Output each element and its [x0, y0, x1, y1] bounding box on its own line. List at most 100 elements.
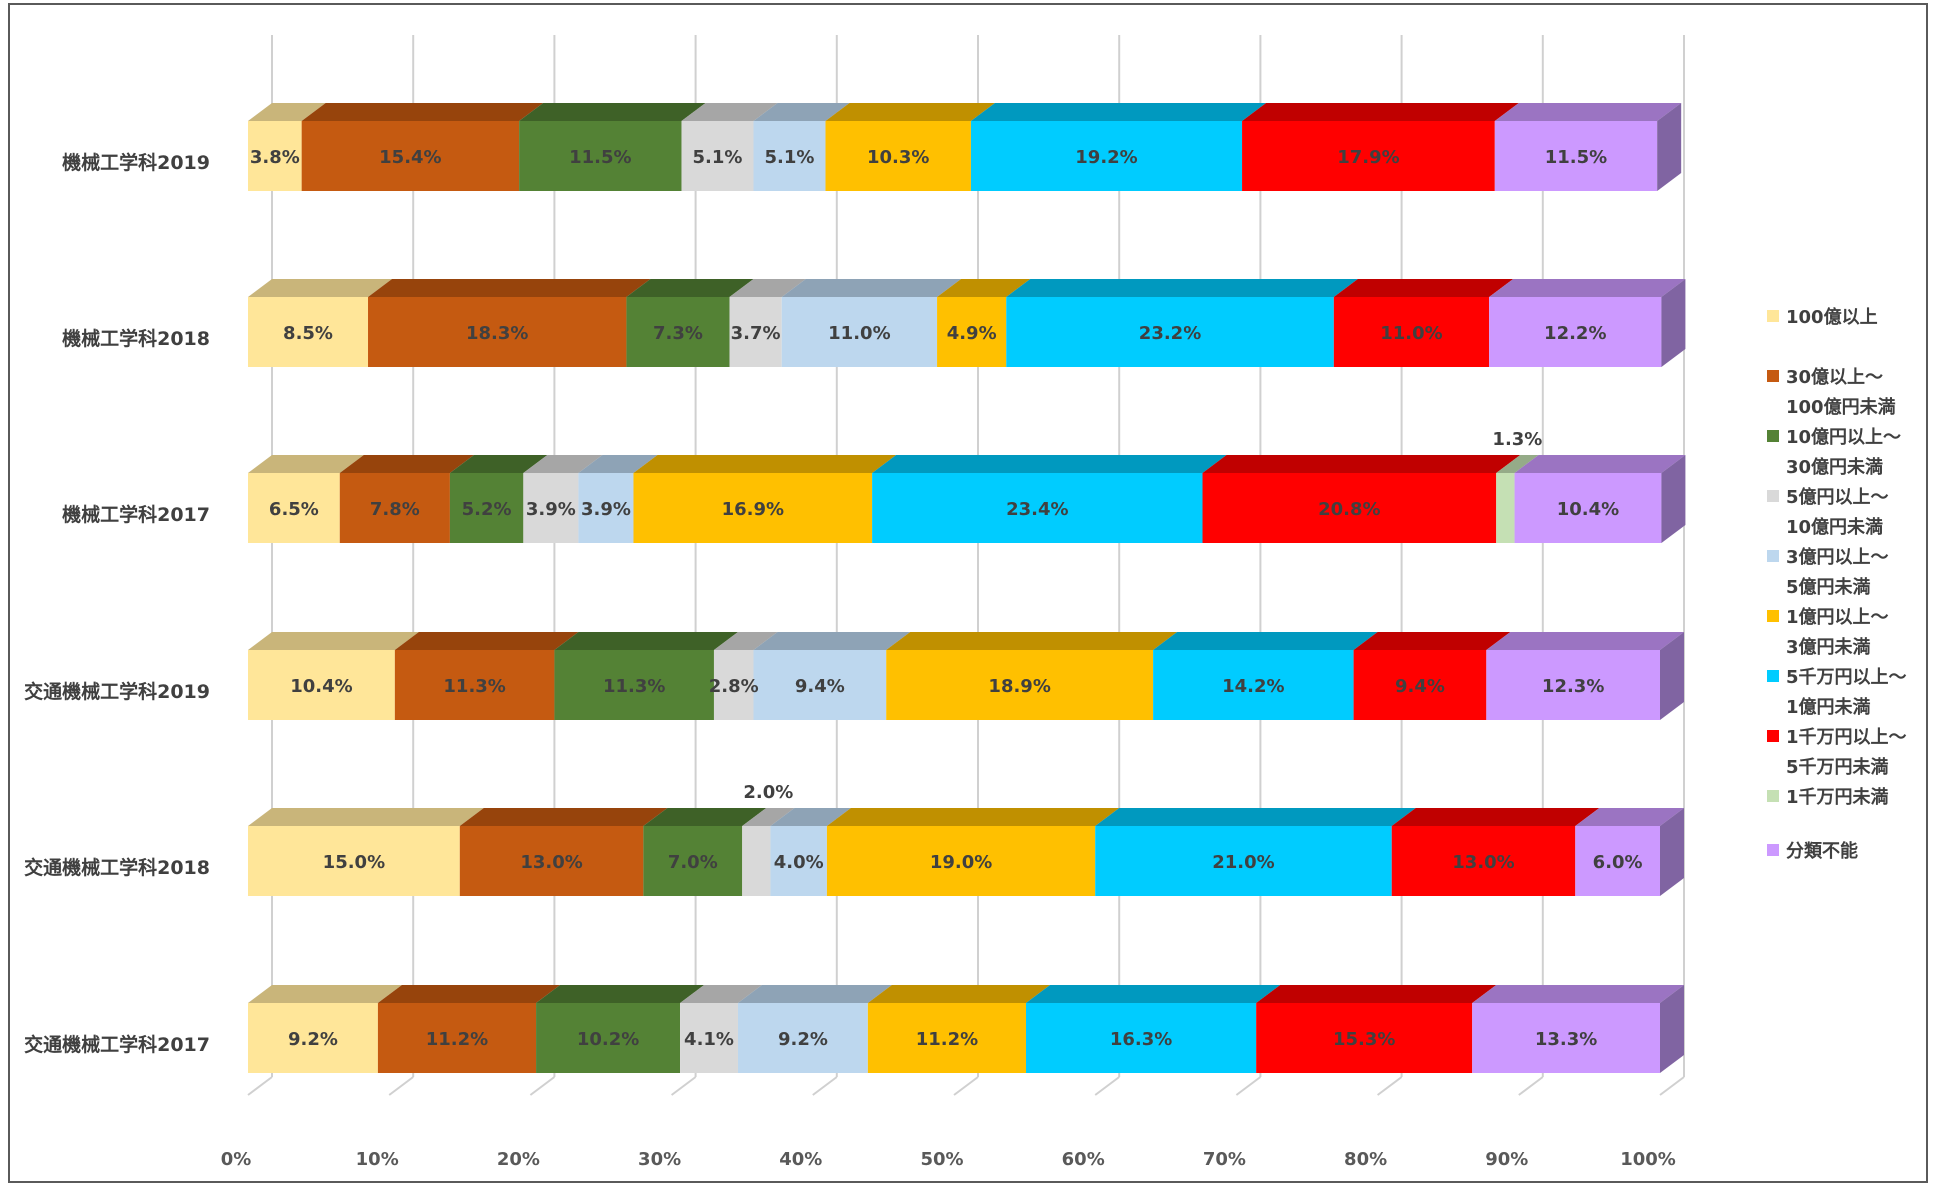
data-label: 10.2%: [577, 1029, 639, 1050]
data-label: 9.2%: [288, 1029, 338, 1050]
data-label: 3.9%: [526, 499, 576, 520]
bar-segment: [825, 121, 971, 191]
bar-segment-top: [459, 808, 668, 826]
floor-line: [670, 1076, 697, 1096]
bar-segment: [770, 826, 827, 896]
bar-segment-top: [713, 632, 778, 650]
bar-segment-top: [368, 279, 651, 297]
bar-segment: [248, 650, 395, 720]
bars-layer: [248, 103, 1686, 1073]
bar-segment: [1256, 1003, 1473, 1073]
bar-segment: [643, 826, 743, 896]
x-tick-label: 70%: [1203, 1149, 1246, 1170]
data-label: 19.0%: [930, 852, 992, 873]
grid-layer: [247, 35, 1685, 1096]
bar-segment-top: [729, 279, 806, 297]
bar-segment: [248, 297, 369, 367]
bar-segment-top: [643, 808, 767, 826]
x-tick-label: 20%: [497, 1149, 540, 1170]
bar-segment: [737, 1003, 868, 1073]
category-label: 交通機械工学科2018: [24, 856, 210, 879]
stacked-bar-chart: 3.8% 15.4% 11.5% 5.1% 5.1% 10.3% 19.2% 17.9% 11.…: [24, 35, 1907, 1170]
bar-segment-top: [1496, 455, 1539, 473]
data-label: 2.0%: [743, 782, 793, 803]
legend-label: 3億円以上～: [1786, 546, 1889, 568]
data-label: 16.9%: [722, 499, 784, 520]
bar-segment-top: [867, 985, 1051, 1003]
bar-segment-top: [248, 103, 326, 121]
data-label: 6.0%: [1593, 852, 1643, 873]
legend-label: 1千万円未満: [1786, 786, 1889, 808]
legend: 100億以上 30億以上～ 100億円未満 10億円以上～ 30億円未満 5億円以上～ 10…: [1767, 306, 1907, 862]
bar-segment-top: [1489, 279, 1686, 297]
bar-segment-top: [886, 632, 1178, 650]
data-label: 20.8%: [1318, 499, 1380, 520]
bar-segment-top: [449, 455, 548, 473]
legend-label: 30億円未満: [1786, 456, 1883, 478]
legend-swatch: [1767, 370, 1779, 382]
bar-segment: [301, 121, 520, 191]
bar-segment: [1153, 650, 1354, 720]
bar-segment-top: [826, 808, 1120, 826]
bar-segment: [377, 1003, 537, 1073]
data-label: 14.2%: [1222, 676, 1284, 697]
data-label: 15.4%: [379, 147, 441, 168]
legend-label: 100億以上: [1786, 306, 1878, 328]
bar-segment-top: [770, 808, 851, 826]
bar-segment-top: [680, 985, 762, 1003]
bar-segment-top: [1486, 632, 1684, 650]
bar-segment: [339, 473, 450, 543]
legend-swatch: [1767, 730, 1779, 742]
data-label: 6.5%: [269, 499, 319, 520]
data-label: 2.8%: [709, 676, 759, 697]
legend-swatch: [1767, 490, 1779, 502]
data-label: 18.3%: [466, 323, 528, 344]
bar-segment: [554, 650, 714, 720]
x-tick-label: 100%: [1620, 1149, 1676, 1170]
bar-segment: [536, 1003, 681, 1073]
legend-swatch: [1767, 430, 1779, 442]
legend-label: 5千万円以上～: [1786, 667, 1907, 688]
data-label: 11.3%: [603, 676, 665, 697]
data-label: 15.3%: [1333, 1029, 1395, 1050]
bar-segment-top: [872, 455, 1227, 473]
legend-label: 1億円以上～: [1786, 606, 1889, 628]
bar-segment: [248, 1003, 378, 1073]
bar-segment: [937, 297, 1007, 367]
legend-swatch: [1767, 670, 1779, 682]
bar-segment: [449, 473, 524, 543]
bar-segment: [1026, 1003, 1257, 1073]
floor-line: [953, 1076, 979, 1096]
bar-segment: [1514, 473, 1662, 543]
bar-segment: [368, 297, 627, 367]
data-label: 18.9%: [988, 676, 1050, 697]
bar-segment-top: [753, 632, 911, 650]
bar-segment-top: [1153, 632, 1378, 650]
data-label: 16.3%: [1110, 1029, 1172, 1050]
bar-segment: [1006, 297, 1334, 367]
legend-label: 分類不能: [1786, 840, 1858, 862]
bar-segment: [459, 826, 644, 896]
bar-side: [1661, 279, 1686, 367]
data-label: 3.8%: [250, 147, 300, 168]
x-tick-label: 50%: [920, 1149, 963, 1170]
bar-segment: [680, 1003, 738, 1073]
legend-label: 30億以上～: [1786, 366, 1883, 388]
data-label: 11.5%: [1545, 147, 1607, 168]
bar-segment: [713, 650, 754, 720]
bar-segment-top: [1494, 103, 1682, 121]
data-label: 19.2%: [1075, 147, 1137, 168]
bar-segment: [1575, 826, 1660, 896]
bar-segment: [867, 1003, 1027, 1073]
bar-segment-top: [626, 279, 754, 297]
bar-segment: [742, 826, 771, 896]
bar-segment: [970, 121, 1243, 191]
data-label: 5.2%: [462, 499, 512, 520]
bar-segment-top: [394, 632, 579, 650]
bar-segment: [753, 650, 887, 720]
data-label: 10.4%: [1557, 499, 1619, 520]
data-label: 7.3%: [653, 323, 703, 344]
floor-line: [529, 1076, 556, 1096]
category-label: 交通機械工学科2017: [24, 1033, 210, 1056]
bar-segment: [523, 473, 579, 543]
